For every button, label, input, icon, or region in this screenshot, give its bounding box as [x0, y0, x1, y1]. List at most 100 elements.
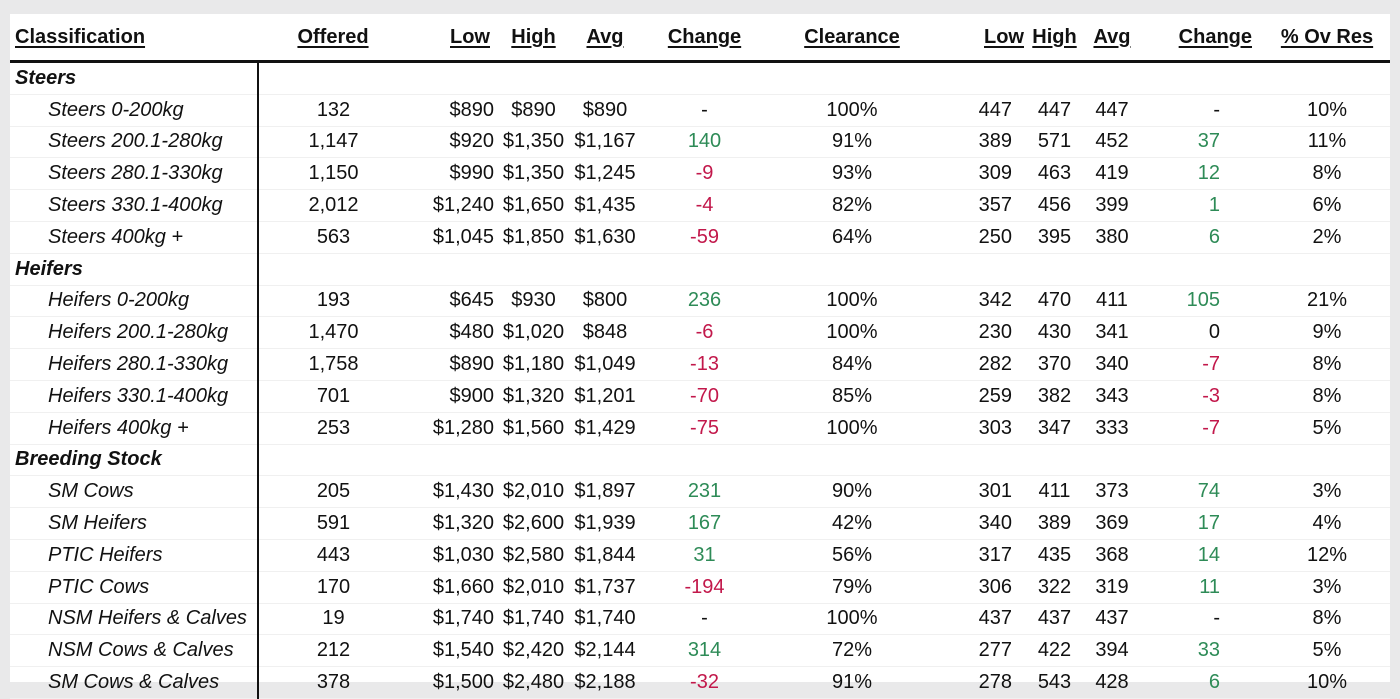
high-price-cell: $1,180 — [502, 348, 565, 381]
offered-cell: 378 — [258, 666, 408, 699]
avg-ckg-cell: 437 — [1082, 603, 1142, 636]
change-price-cell: 236 — [645, 285, 764, 318]
header-low-ckg: Low — [940, 14, 1027, 63]
low-price-cell: $1,030 — [408, 539, 502, 572]
avg-price-cell: $890 — [565, 94, 645, 127]
empty-cell — [565, 253, 645, 286]
header-avg-ckg: Avg — [1082, 14, 1142, 63]
low-price-cell: $1,430 — [408, 475, 502, 509]
clearance-cell: 100% — [764, 603, 940, 636]
change-price-cell: -32 — [645, 666, 764, 699]
low-ckg-cell: 277 — [940, 634, 1027, 668]
high-price-cell: $2,480 — [502, 666, 565, 699]
empty-cell — [1082, 61, 1142, 95]
clearance-cell: 64% — [764, 221, 940, 254]
classification-cell: Steers 200.1-280kg — [10, 126, 259, 159]
high-ckg-cell: 456 — [1027, 189, 1082, 222]
empty-cell — [1264, 444, 1390, 477]
change-price-cell: -4 — [645, 189, 764, 222]
classification-cell: SM Cows — [10, 475, 259, 509]
high-ckg-cell: 422 — [1027, 634, 1082, 668]
percent-over-reserve-cell: 4% — [1264, 507, 1390, 540]
high-ckg-cell: 430 — [1027, 316, 1082, 350]
table-row: Steers 200.1-280kg 1,147 $920 $1,350 $1,167 1… — [10, 126, 1390, 159]
avg-ckg-cell: 369 — [1082, 507, 1142, 540]
percent-over-reserve-cell: 5% — [1264, 412, 1390, 445]
low-price-cell: $1,045 — [408, 221, 502, 254]
high-price-cell: $1,320 — [502, 380, 565, 413]
high-ckg-cell: 571 — [1027, 126, 1082, 159]
avg-ckg-cell: 343 — [1082, 380, 1142, 413]
clearance-cell: 100% — [764, 316, 940, 350]
empty-cell — [1027, 253, 1082, 286]
change-ckg-cell: 6 — [1142, 221, 1264, 254]
empty-cell — [258, 61, 408, 95]
high-ckg-cell: 463 — [1027, 157, 1082, 191]
classification-cell: SM Heifers — [10, 507, 259, 540]
high-ckg-cell: 389 — [1027, 507, 1082, 540]
low-price-cell: $1,500 — [408, 666, 502, 699]
offered-cell: 1,150 — [258, 157, 408, 191]
table-row: Heifers 200.1-280kg 1,470 $480 $1,020 $848 -6… — [10, 316, 1390, 350]
header-clearance: Clearance — [764, 14, 940, 63]
offered-cell: 19 — [258, 603, 408, 636]
high-price-cell: $2,010 — [502, 475, 565, 509]
change-price-cell: -6 — [645, 316, 764, 350]
high-price-cell: $930 — [502, 285, 565, 318]
category-row: Breeding Stock — [10, 444, 1390, 477]
offered-cell: 1,470 — [258, 316, 408, 350]
cattle-sale-report-sheet: Classification Offered Low High Avg Chan… — [10, 14, 1390, 699]
avg-price-cell: $1,429 — [565, 412, 645, 445]
low-price-cell: $1,240 — [408, 189, 502, 222]
table-row: Steers 280.1-330kg 1,150 $990 $1,350 $1,245-… — [10, 157, 1390, 191]
change-price-cell: -59 — [645, 221, 764, 254]
high-price-cell: $1,740 — [502, 603, 565, 636]
high-ckg-cell: 382 — [1027, 380, 1082, 413]
classification-cell: Steers 0-200kg — [10, 94, 259, 127]
avg-ckg-cell: 411 — [1082, 285, 1142, 318]
high-ckg-cell: 435 — [1027, 539, 1082, 572]
change-ckg-cell: 37 — [1142, 126, 1264, 159]
empty-cell — [764, 253, 940, 286]
high-ckg-cell: 322 — [1027, 571, 1082, 604]
percent-over-reserve-cell: 10% — [1264, 666, 1390, 699]
percent-over-reserve-cell: 21% — [1264, 285, 1390, 318]
table-row: SM Cows 205 $1,430 $2,010 $1,897 231 90% 301 411… — [10, 475, 1390, 509]
change-ckg-cell: 33 — [1142, 634, 1264, 668]
empty-cell — [1142, 61, 1264, 95]
header-offered: Offered — [258, 14, 408, 63]
avg-ckg-cell: 319 — [1082, 571, 1142, 604]
empty-cell — [258, 444, 408, 477]
table-row: Heifers 0-200kg 193 $645 $930 $800 236 100% 342… — [10, 285, 1390, 318]
empty-cell — [1027, 61, 1082, 95]
percent-over-reserve-cell: 3% — [1264, 475, 1390, 509]
change-price-cell: -194 — [645, 571, 764, 604]
empty-cell — [645, 444, 764, 477]
empty-cell — [1027, 444, 1082, 477]
empty-cell — [258, 253, 408, 286]
category-row: Heifers — [10, 253, 1390, 286]
avg-ckg-cell: 452 — [1082, 126, 1142, 159]
avg-price-cell: $1,844 — [565, 539, 645, 572]
avg-price-cell: $1,201 — [565, 380, 645, 413]
avg-price-cell: $1,737 — [565, 571, 645, 604]
low-ckg-cell: 309 — [940, 157, 1027, 191]
header-high-price: High — [502, 14, 565, 63]
low-ckg-cell: 230 — [940, 316, 1027, 350]
avg-price-cell: $1,245 — [565, 157, 645, 191]
clearance-cell: 82% — [764, 189, 940, 222]
low-ckg-cell: 282 — [940, 348, 1027, 381]
classification-cell: Steers 330.1-400kg — [10, 189, 259, 222]
empty-cell — [502, 444, 565, 477]
table-row: PTIC Cows 170 $1,660 $2,010 $1,737 -194 79% 306… — [10, 571, 1390, 604]
header-change-ckg: Change — [1142, 14, 1264, 63]
avg-price-cell: $1,740 — [565, 603, 645, 636]
high-price-cell: $1,350 — [502, 126, 565, 159]
classification-cell: NSM Heifers & Calves — [10, 603, 259, 636]
low-ckg-cell: 389 — [940, 126, 1027, 159]
percent-over-reserve-cell: 8% — [1264, 348, 1390, 381]
percent-over-reserve-cell: 11% — [1264, 126, 1390, 159]
header-high-ckg: High — [1027, 14, 1082, 63]
offered-cell: 253 — [258, 412, 408, 445]
header-change-price: Change — [645, 14, 764, 63]
